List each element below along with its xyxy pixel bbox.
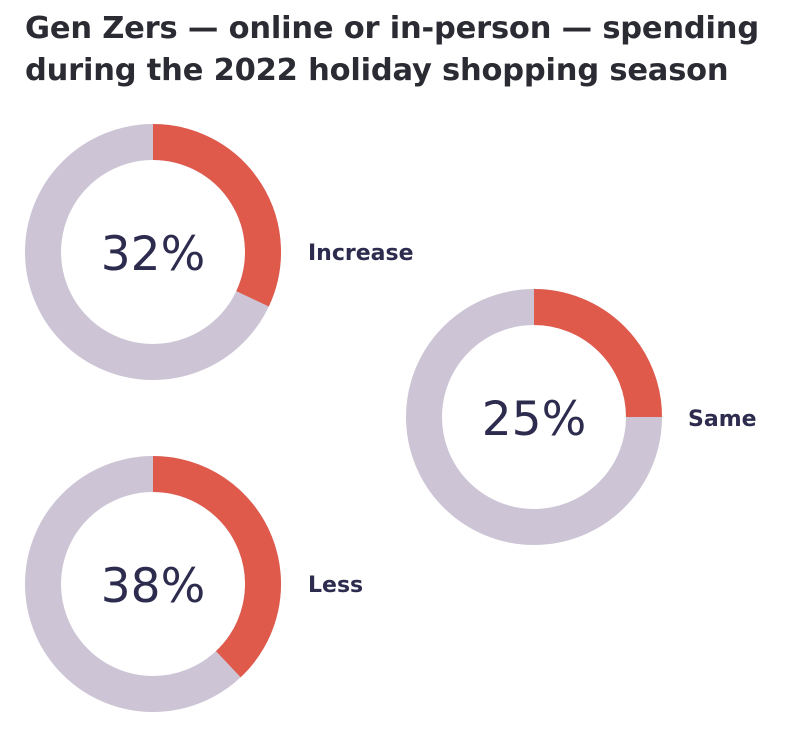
- category-label-same: Same: [688, 407, 757, 432]
- value-label-less: 38%: [101, 559, 205, 614]
- chart-title: Gen Zers — online or in-person — spendin…: [25, 8, 795, 92]
- category-label-increase: Increase: [308, 241, 414, 266]
- donut-segment-same: [533, 289, 662, 418]
- value-label-same: 25%: [482, 392, 586, 447]
- chart-title-line-2: during the 2022 holiday shopping season: [25, 53, 729, 88]
- donut-segment-less: [152, 456, 281, 678]
- value-label-increase: 32%: [101, 227, 205, 282]
- chart-title-line-1: Gen Zers — online or in-person — spendin…: [25, 11, 759, 46]
- donut-increase: 32% Increase: [25, 124, 414, 380]
- category-label-less: Less: [308, 573, 363, 598]
- donut-segment-increase: [152, 124, 281, 307]
- donut-less: 38% Less: [25, 456, 363, 712]
- donut-same: 25% Same: [406, 289, 757, 545]
